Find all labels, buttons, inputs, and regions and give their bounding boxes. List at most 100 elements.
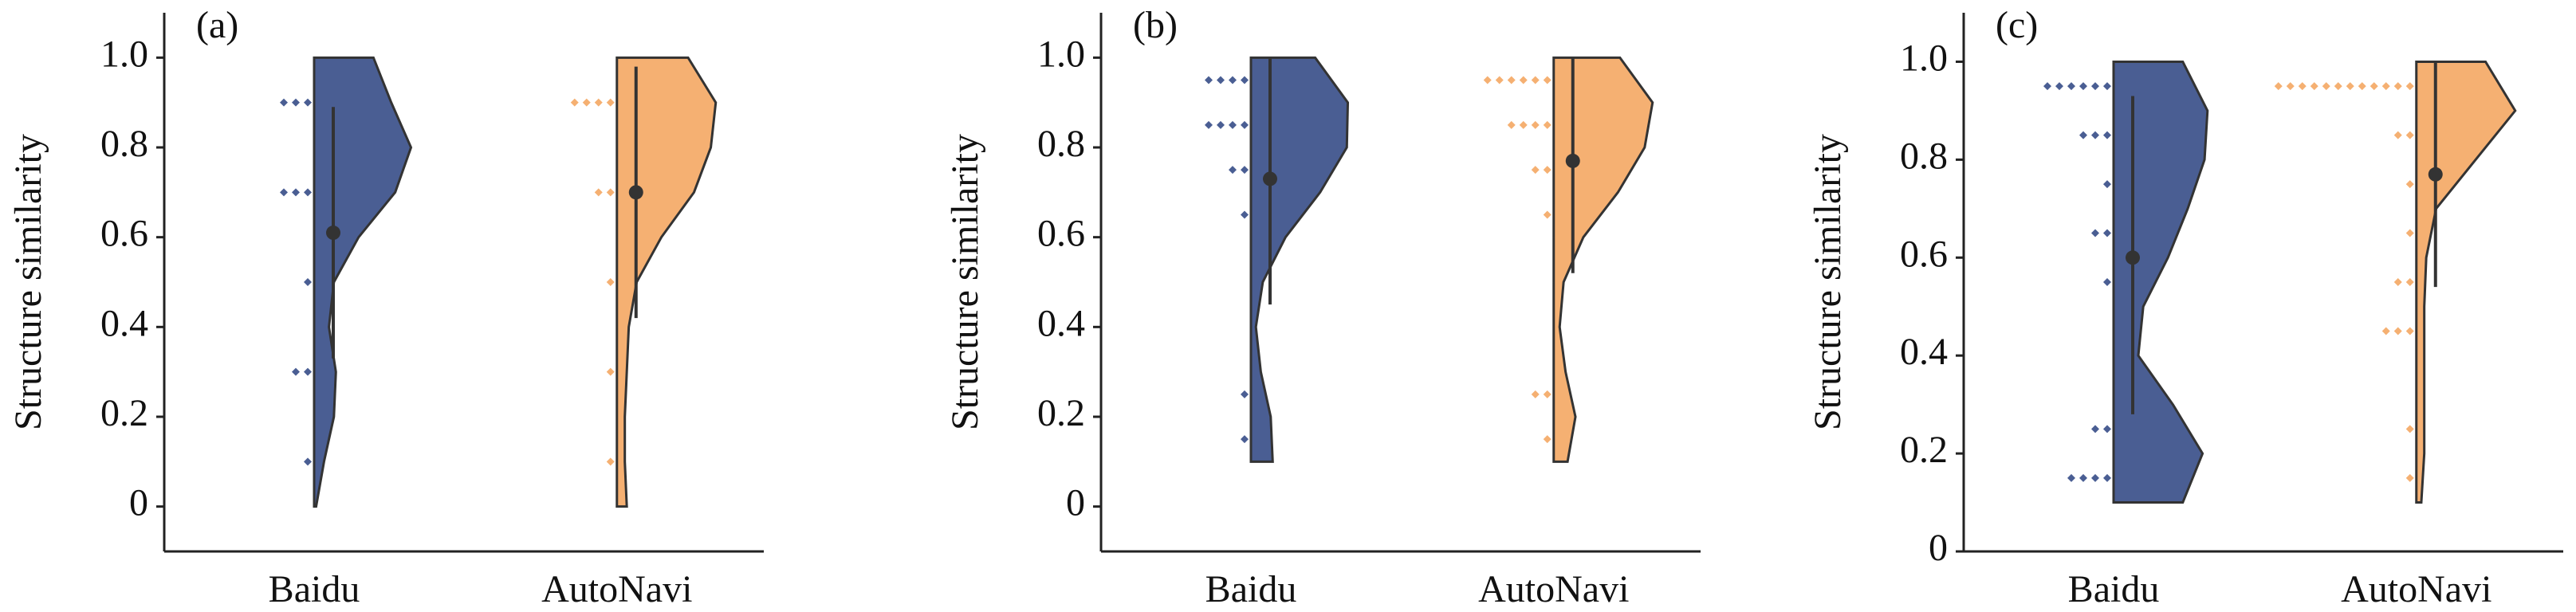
data-point xyxy=(2405,278,2414,286)
data-point xyxy=(2393,278,2402,286)
data-point xyxy=(1217,76,1225,84)
y-tick-label: 0.6 xyxy=(100,213,148,255)
x-tick-label: AutoNavi xyxy=(2341,568,2491,610)
y-tick-label: 0.2 xyxy=(100,392,148,434)
y-axis-label: Structure similarity xyxy=(7,134,49,430)
data-point xyxy=(2393,131,2402,139)
data-point xyxy=(292,367,300,376)
data-point xyxy=(2405,82,2414,91)
data-point xyxy=(1483,76,1492,84)
x-tick-label: Baidu xyxy=(269,568,360,610)
data-point xyxy=(2067,473,2075,482)
panel-label: (b) xyxy=(1133,4,1178,46)
y-tick-label: 0.4 xyxy=(100,302,148,344)
data-point xyxy=(1229,76,1237,84)
data-point xyxy=(304,367,312,376)
data-point xyxy=(1241,166,1249,175)
x-tick-label: Baidu xyxy=(2068,568,2160,610)
data-point xyxy=(2103,425,2111,434)
data-point xyxy=(594,188,603,197)
data-point xyxy=(1543,76,1551,84)
x-tick-label: AutoNavi xyxy=(541,568,692,610)
data-point xyxy=(1229,120,1237,129)
mean-point xyxy=(628,185,643,200)
data-point xyxy=(2405,229,2414,237)
y-tick-label: 1.0 xyxy=(100,33,148,75)
data-point xyxy=(2091,473,2099,482)
violin xyxy=(1249,56,1350,463)
data-point xyxy=(1241,76,1249,84)
data-point xyxy=(1543,166,1551,175)
y-axis-label: Structure similarity xyxy=(944,134,986,430)
data-point xyxy=(2346,82,2354,91)
mean-point xyxy=(2428,167,2443,182)
data-point xyxy=(1543,210,1551,219)
violin xyxy=(615,56,718,508)
y-axis-label: Structure similarity xyxy=(1807,134,1849,430)
data-point xyxy=(2103,473,2111,482)
data-point xyxy=(594,98,603,107)
mean-point xyxy=(1263,171,1277,186)
data-point xyxy=(2091,131,2099,139)
violin xyxy=(2415,60,2517,504)
data-point xyxy=(304,188,312,197)
data-point xyxy=(1543,435,1551,444)
data-point xyxy=(1507,120,1516,129)
data-point xyxy=(2091,425,2099,434)
violin xyxy=(2112,60,2209,504)
data-point xyxy=(2103,131,2111,139)
data-point xyxy=(606,457,615,466)
data-point xyxy=(606,98,615,107)
data-point xyxy=(2079,131,2087,139)
x-tick-label: AutoNavi xyxy=(1478,568,1629,610)
mean-point xyxy=(326,226,340,241)
data-point xyxy=(2274,82,2283,91)
data-point xyxy=(2322,82,2330,91)
y-tick-label: 1.0 xyxy=(1900,37,1948,79)
data-point xyxy=(2393,327,2402,335)
data-point xyxy=(304,457,312,466)
data-point xyxy=(1519,120,1528,129)
y-tick-label: 0.2 xyxy=(1900,429,1948,471)
y-tick-label: 1.0 xyxy=(1037,33,1085,75)
data-point xyxy=(2310,82,2318,91)
y-tick-label: 0.8 xyxy=(1900,135,1948,177)
data-point xyxy=(2103,229,2111,237)
data-point xyxy=(2358,82,2366,91)
mean-point xyxy=(1565,153,1580,168)
y-tick-label: 0.2 xyxy=(1037,392,1085,434)
y-tick-label: 0 xyxy=(1066,482,1085,524)
data-point xyxy=(1495,76,1504,84)
data-point xyxy=(1241,390,1249,398)
data-point xyxy=(2286,82,2295,91)
y-tick-label: 0 xyxy=(1929,527,1948,569)
data-point xyxy=(304,278,312,286)
data-point xyxy=(2393,82,2402,91)
data-point xyxy=(2405,425,2414,434)
data-point xyxy=(2103,180,2111,189)
y-tick-label: 0.8 xyxy=(100,123,148,165)
y-tick-label: 0.8 xyxy=(1037,123,1085,165)
data-point xyxy=(1543,120,1551,129)
data-point xyxy=(1205,76,1213,84)
data-point xyxy=(1217,120,1225,129)
data-point xyxy=(1241,435,1249,444)
data-point xyxy=(1531,76,1540,84)
data-point xyxy=(1531,390,1540,398)
data-point xyxy=(1531,120,1540,129)
data-point xyxy=(2405,327,2414,335)
data-point xyxy=(2405,131,2414,139)
data-point xyxy=(2381,82,2390,91)
data-point xyxy=(2079,473,2087,482)
y-tick-label: 0.6 xyxy=(1037,213,1085,255)
data-point xyxy=(2067,82,2075,91)
panel-label: (c) xyxy=(1996,4,2038,46)
data-point xyxy=(2334,82,2342,91)
data-point xyxy=(2405,180,2414,189)
data-point xyxy=(2370,82,2378,91)
y-tick-label: 0 xyxy=(129,482,148,524)
data-point xyxy=(2091,229,2099,237)
data-point xyxy=(292,98,300,107)
data-point xyxy=(1241,120,1249,129)
y-tick-label: 0.4 xyxy=(1037,302,1085,344)
